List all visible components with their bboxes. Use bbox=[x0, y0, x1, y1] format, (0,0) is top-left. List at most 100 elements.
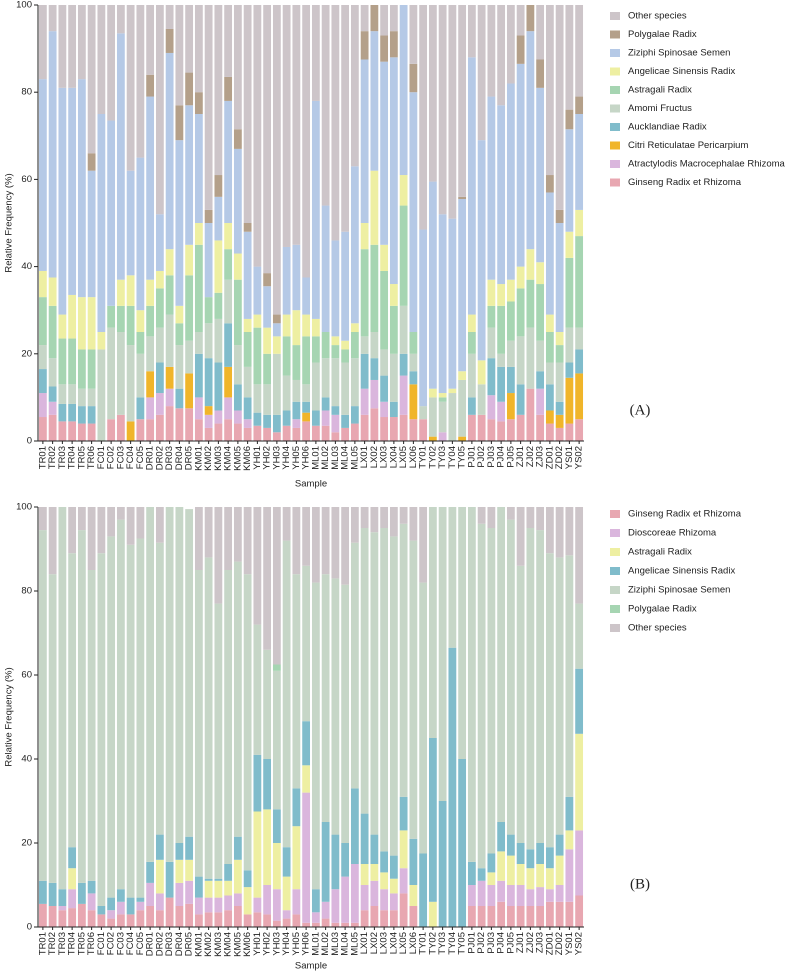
bar-segment bbox=[243, 318, 252, 332]
x-tick-label: KM04 bbox=[223, 932, 234, 957]
bar-segment bbox=[48, 906, 57, 927]
bar-segment bbox=[389, 401, 398, 418]
bar-segment bbox=[68, 421, 77, 441]
bar-segment bbox=[536, 414, 545, 441]
bar-segment bbox=[87, 880, 96, 894]
bar-segment bbox=[321, 574, 330, 822]
bar-segment bbox=[370, 906, 379, 927]
bar-segment bbox=[311, 425, 320, 441]
x-tick-label: TY04 bbox=[447, 932, 458, 955]
bar-segment bbox=[302, 765, 311, 793]
bar-segment bbox=[409, 63, 418, 93]
bar-segment bbox=[38, 903, 47, 927]
bar-segment bbox=[555, 209, 564, 223]
bar-segment bbox=[458, 196, 467, 200]
x-tick-label: TY03 bbox=[437, 932, 448, 955]
bar-segment bbox=[58, 87, 67, 315]
bar-segment bbox=[243, 397, 252, 420]
bar-segment bbox=[575, 209, 584, 237]
bar-segment bbox=[526, 388, 535, 441]
bar-segment bbox=[341, 507, 350, 585]
x-tick-label: PJ05 bbox=[505, 446, 516, 468]
x-tick-label: DR03 bbox=[164, 446, 175, 470]
bar-segment bbox=[477, 360, 486, 385]
bar-segment bbox=[38, 507, 47, 531]
x-tick-label: KM01 bbox=[193, 446, 204, 471]
bar-segment bbox=[272, 507, 281, 665]
bar-segment bbox=[506, 419, 515, 441]
bar-segment bbox=[224, 76, 233, 101]
bar-segment bbox=[555, 855, 564, 885]
bar-segment bbox=[282, 847, 291, 877]
bar-segment bbox=[126, 421, 135, 441]
bar-segment bbox=[165, 897, 174, 927]
bar-segment bbox=[214, 897, 223, 913]
x-tick-label: ML04 bbox=[340, 446, 351, 470]
bar-segment bbox=[194, 332, 203, 354]
bar-segment bbox=[185, 244, 194, 276]
bar-segment bbox=[38, 297, 47, 346]
bar-segment bbox=[136, 507, 145, 539]
bar-segment bbox=[116, 279, 125, 306]
bar-segment bbox=[575, 733, 584, 831]
bar-segment bbox=[282, 876, 291, 911]
bar-segment bbox=[204, 897, 213, 913]
bar-segment bbox=[48, 305, 57, 359]
bar-segment bbox=[87, 406, 96, 424]
legend-label: Dioscoreae Rhizoma bbox=[628, 528, 717, 539]
bar-segment bbox=[263, 427, 272, 441]
bar-segment bbox=[233, 345, 242, 385]
x-tick-label: TY05 bbox=[457, 932, 468, 955]
bar-segment bbox=[360, 353, 369, 389]
bar-segment bbox=[360, 31, 369, 60]
bar-segment bbox=[146, 861, 155, 883]
bar-segment bbox=[575, 507, 584, 604]
bar-segment bbox=[58, 338, 67, 385]
x-tick-label: TR03 bbox=[57, 932, 68, 955]
bar-segment bbox=[506, 279, 515, 302]
y-tick-label: 60 bbox=[21, 670, 32, 681]
legend-label: Other species bbox=[628, 623, 687, 634]
bar-segment bbox=[428, 5, 437, 182]
x-tick-label: FC04 bbox=[125, 932, 136, 955]
bar-segment bbox=[575, 895, 584, 927]
bar-segment bbox=[282, 246, 291, 315]
bar-segment bbox=[185, 275, 194, 341]
bar-segment bbox=[565, 849, 574, 902]
bar-segment bbox=[545, 384, 554, 411]
bar-segment bbox=[555, 362, 564, 402]
legend-swatch bbox=[610, 529, 620, 537]
bar-segment bbox=[526, 849, 535, 869]
bar-segment bbox=[370, 379, 379, 409]
bar-segment bbox=[282, 314, 291, 337]
bar-segment bbox=[321, 507, 330, 575]
bar-segment bbox=[107, 897, 116, 911]
bar-segment bbox=[487, 528, 496, 854]
bar-segment bbox=[419, 406, 428, 420]
bar-segment bbox=[126, 507, 135, 545]
bar-segment bbox=[87, 388, 96, 407]
bar-segment bbox=[555, 427, 564, 441]
x-tick-label: ZJ03 bbox=[535, 446, 546, 467]
legend-label: Ginseng Radix et Rhizoma bbox=[628, 177, 742, 188]
legend-swatch bbox=[610, 178, 620, 187]
bar-segment bbox=[487, 885, 496, 906]
bar-segment bbox=[497, 284, 506, 306]
bar-segment bbox=[77, 903, 86, 927]
bar-segment bbox=[331, 345, 340, 359]
bar-segment bbox=[360, 336, 369, 354]
bar-segment bbox=[58, 906, 67, 911]
bar-segment bbox=[467, 507, 476, 862]
bar-segment bbox=[282, 540, 291, 848]
y-tick-label: 100 bbox=[16, 502, 32, 513]
bar-segment bbox=[155, 893, 164, 911]
bar-segment bbox=[389, 353, 398, 402]
bar-segment bbox=[311, 318, 320, 337]
x-tick-label: TY04 bbox=[447, 446, 458, 469]
bar-segment bbox=[341, 427, 350, 441]
bar-segment bbox=[302, 421, 311, 441]
x-tick-label: LX04 bbox=[388, 932, 399, 954]
bar-segment bbox=[175, 906, 184, 927]
bar-segment bbox=[175, 323, 184, 346]
x-tick-label: ML02 bbox=[320, 932, 331, 956]
